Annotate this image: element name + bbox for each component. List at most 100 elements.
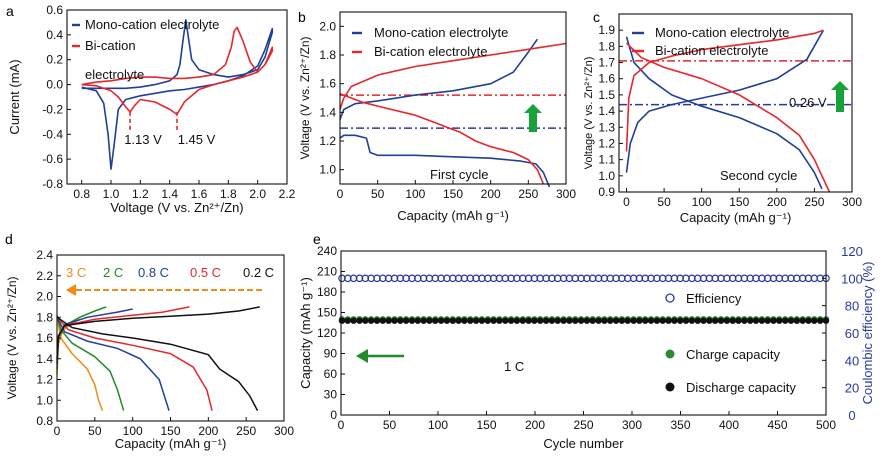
panel-e-data-point	[677, 317, 684, 324]
panel-e-data-point	[344, 317, 351, 324]
panel-e-data-point	[729, 317, 736, 324]
panel-b-bi-cation-discharge-curve	[339, 92, 545, 185]
panel-c-y-tick-label: 1.1	[598, 153, 615, 167]
panel-c-x-axis-title: Capacity (mAh g⁻¹)	[680, 210, 792, 225]
panel-b-x-tick-label: 150	[443, 187, 463, 201]
panel-e-y-tick-label: 0	[330, 408, 337, 422]
panel-e-x-tick-label: 100	[428, 418, 448, 432]
panel-e-data-point	[782, 317, 789, 324]
panel-d-y-tick-label: 1.0	[36, 393, 53, 407]
panel-e-x-tick-label: 400	[719, 418, 739, 432]
panel-e-data-point	[502, 317, 509, 324]
panel-e-y2-tick-label: 60	[845, 326, 859, 341]
panel-e-data-point	[402, 317, 410, 324]
panel-e-data-point	[647, 317, 655, 324]
panel-d-y-tick-label: 2.0	[36, 290, 53, 304]
panel-e-rate-label: 1 C	[504, 359, 524, 374]
panel-b-y-tick-label: 1.6	[319, 77, 336, 91]
panel-b-x-tick-label: 50	[371, 187, 385, 201]
panel-c-x-tick-label: 100	[692, 195, 712, 209]
panel-e-data-point	[437, 317, 445, 324]
panel-e-x-tick-label: 200	[525, 418, 545, 432]
panel-b: Mono-cation electrolyte Bi-cation electro…	[298, 11, 576, 223]
panel-e-data-point	[554, 317, 561, 324]
panel-e-data-point	[658, 274, 667, 283]
panel-e-data-point	[787, 274, 795, 283]
panel-c-bi-cation-charge-curve	[625, 29, 824, 152]
panel-e-data-point	[618, 274, 626, 283]
panel-e-data-point	[717, 317, 725, 324]
panel-a-x-tick-label: 2.0	[249, 187, 266, 201]
panel-e-data-point	[746, 274, 755, 283]
panel-e-data-point	[530, 274, 539, 283]
panel-e-legend-label: Discharge capacity	[686, 380, 796, 395]
panel-e-data-point	[694, 317, 701, 324]
panel-e-data-point	[548, 274, 556, 283]
panel-e-data-point	[507, 317, 515, 324]
panel-e-data-point	[583, 274, 591, 283]
panel-e-data-point	[641, 274, 650, 283]
panel-a-y-tick-label: 0.6	[46, 3, 63, 17]
panel-e-data-point	[693, 274, 702, 283]
panel-a-x-axis-title: Voltage (V vs. Zn²⁺/Zn)	[110, 200, 243, 215]
panel-e-data-point	[577, 317, 585, 324]
panel-c-x-tick-label: 200	[767, 195, 787, 209]
panel-d-rate-label: 2 C	[103, 265, 123, 280]
panel-d-y-tick-label: 1.6	[36, 331, 53, 345]
panel-e-data-point	[537, 317, 544, 324]
panel-e-data-point	[688, 317, 696, 324]
panel-a-y-tick-label: 0.2	[46, 53, 63, 67]
panel-c-x-tick-label: 150	[729, 195, 749, 209]
panel-d: 3 C 2 C 0.8 C 0.5 C 0.2 C 0 50 100 150 200 250 300 2…	[5, 248, 294, 451]
panel-e-data-point	[385, 317, 392, 324]
panel-d-x-tick-label: 200	[198, 424, 218, 438]
panel-e-data-point	[338, 317, 346, 324]
panel-c-up-arrow	[831, 81, 849, 112]
panel-e-y2-axis-title: Coulombic efficiency (%)	[860, 262, 875, 405]
panel-e-y-tick-label: 60	[324, 367, 338, 381]
panel-e-data-point	[373, 317, 381, 324]
panel-b-x-axis-title: Capacity (mAh g⁻¹)	[397, 208, 509, 223]
panel-a-y-tick-label: -0.2	[42, 102, 63, 116]
panel-e-axis-arrow-head	[356, 349, 368, 363]
panel-e-y-tick-label: 30	[324, 388, 338, 402]
panel-b-legend-label: Mono-cation electrolyte	[374, 25, 508, 40]
panel-e-data-point	[741, 317, 748, 324]
panel-a-x-tick-label: 2.2	[279, 187, 296, 201]
panel-c-annotation: 0.26 V	[789, 95, 827, 110]
panel-b-y-axis-title: Voltage (V vs. Zn²⁺/Zn)	[298, 36, 312, 159]
panel-b-x-tick-label: 0	[337, 187, 344, 201]
panel-c-x-tick-label: 0	[623, 195, 630, 209]
panel-e-data-point	[467, 317, 474, 324]
panel-e-data-point	[426, 317, 433, 324]
panel-a-y-tick-label: 0.0	[46, 78, 63, 92]
panel-b-y-tick-label: 1.2	[319, 134, 336, 148]
panel-d-x-tick-label: 150	[160, 424, 180, 438]
panel-e-data-point	[723, 317, 731, 324]
panel-d-08c-discharge-curve	[56, 316, 170, 411]
panel-b-x-tick-label: 200	[481, 187, 501, 201]
panel-e-data-point	[478, 317, 486, 324]
panel-c-y-tick-label: 1.4	[598, 104, 615, 118]
panel-b-y-tick-label: 2.0	[319, 19, 336, 33]
panel-e-data-point	[548, 317, 556, 324]
panel-c-y-tick-label: 1.2	[598, 136, 615, 150]
panel-e-data-point	[518, 274, 527, 283]
panel-e-y-tick-label: 210	[317, 265, 337, 279]
panel-e-legend-marker	[665, 349, 675, 359]
panel-d-y-axis-title: Voltage (V vs. Zn²⁺/Zn)	[5, 276, 19, 399]
panel-d-rate-label: 3 C	[66, 265, 86, 280]
panel-e-data-point	[525, 317, 532, 324]
panel-e-data-point	[601, 317, 608, 324]
panel-a-x-tick-label: 1.0	[103, 187, 120, 201]
panel-e-y-axis-title: Capacity (mAh g⁻¹)	[298, 277, 313, 389]
panel-d-x-tick-label: 50	[88, 424, 102, 438]
panel-a-legend-label: Bi-cation electrolyte	[85, 38, 144, 82]
panel-d-x-tick-label: 250	[236, 424, 256, 438]
panel-e-y-tick-label: 120	[317, 326, 337, 340]
panel-e-data-point	[583, 317, 591, 324]
panel-e-data-point	[804, 274, 813, 283]
panel-a-y-axis-title: Current (mA)	[7, 59, 22, 134]
panel-b-x-tick-label: 300	[556, 187, 576, 201]
panel-d-02c-charge-curve	[56, 306, 260, 359]
